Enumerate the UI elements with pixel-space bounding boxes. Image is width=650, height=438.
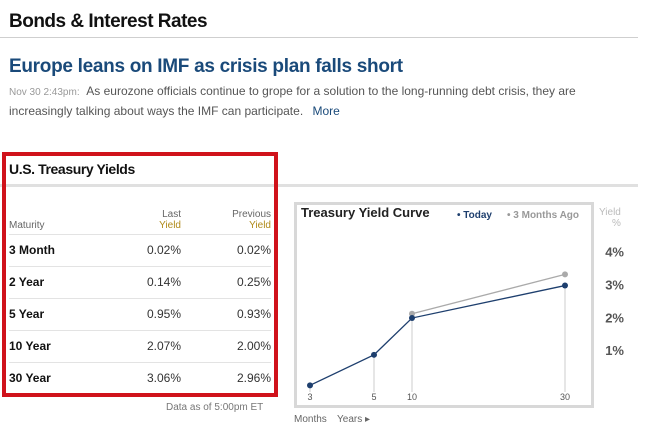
table-row: 30 Year 3.06% 2.96% — [9, 362, 271, 394]
y-axis-label-line2: % — [612, 218, 621, 229]
last-yield-header-line1: Last — [162, 208, 181, 220]
last-yield-cell: 0.95% — [119, 298, 183, 331]
series-line-today — [309, 284, 566, 386]
data-point-today — [562, 282, 568, 289]
last-yield-header-line2: Yield — [159, 219, 181, 231]
more-link[interactable]: More — [312, 104, 340, 118]
y-tick-label: 2% — [605, 310, 624, 325]
maturity-cell: 3 Month — [9, 234, 119, 267]
article-headline-link[interactable]: Europe leans on IMF as crisis plan falls… — [9, 56, 403, 77]
last-yield-cell: 0.14% — [119, 266, 183, 299]
previous-yield-cell: 0.93% — [183, 298, 271, 331]
y-tick-label: 4% — [605, 245, 624, 260]
table-row: 5 Year 0.95% 0.93% — [9, 298, 271, 331]
x-tick-label: 10 — [407, 392, 417, 402]
last-yield-cell: 3.06% — [146, 371, 181, 386]
yields-title: U.S. Treasury Yields — [9, 161, 135, 177]
table-row: 10 Year 2.07% 2.00% — [9, 330, 271, 363]
data-point-today — [307, 382, 313, 389]
y-tick-label: 3% — [605, 278, 624, 293]
article-summary: Nov 30 2:43pm: As eurozone officials con… — [9, 82, 629, 120]
x-tick-label: 30 — [560, 392, 570, 402]
previous-yield-header-line2: Yield — [249, 219, 271, 231]
section-header: Bonds & Interest Rates — [0, 0, 638, 38]
last-yield-cell: 2.07% — [119, 330, 183, 363]
last-yield-cell: 0.02% — [119, 234, 183, 267]
series-line-3-months-ago — [411, 273, 566, 315]
x-unit-years: Years ▸ — [337, 414, 370, 425]
maturity-cell: 10 Year — [9, 330, 119, 363]
last-yield-header: Last Yield — [119, 202, 183, 235]
maturity-cell: 2 Year — [9, 266, 119, 299]
table-row: 3 Month 0.02% 0.02% — [9, 234, 271, 267]
section-divider — [0, 184, 638, 187]
maturity-cell: 30 Year — [9, 371, 51, 386]
previous-yield-cell: 0.25% — [183, 266, 271, 299]
chart-title: Treasury Yield Curve — [301, 205, 430, 220]
maturity-cell: 5 Year — [9, 298, 119, 331]
legend-3-months-ago: • 3 Months Ago — [507, 210, 579, 221]
chart-marks: 3 5 10 30 4% 3% 2% 1% — [307, 245, 624, 402]
maturity-header: Maturity — [9, 202, 119, 235]
previous-yield-cell: 2.96% — [236, 371, 271, 386]
article-summary-text: As eurozone officials continue to grope … — [9, 84, 576, 118]
x-tick-label: 5 — [371, 392, 376, 402]
section-title: Bonds & Interest Rates — [9, 11, 208, 32]
previous-yield-header: Previous Yield — [183, 202, 271, 235]
data-point-3-months-ago — [562, 271, 568, 278]
highlight-box — [2, 152, 278, 397]
previous-yield-cell: 0.02% — [183, 234, 271, 267]
x-unit-months: Months — [294, 414, 327, 425]
y-axis-label-line1: Yield — [599, 207, 621, 218]
y-tick-label: 1% — [605, 343, 624, 358]
chart-frame — [294, 202, 594, 408]
yields-table: Maturity Last Yield Previous Yield 3 Mon… — [9, 202, 271, 394]
data-point-today — [409, 315, 415, 322]
legend-today: • Today — [457, 210, 492, 221]
article-timestamp: Nov 30 2:43pm: — [9, 87, 80, 98]
x-tick-label: 3 — [307, 392, 312, 402]
previous-yield-header-line1: Previous — [232, 208, 271, 220]
data-point-today — [371, 351, 377, 358]
data-timestamp-note: Data as of 5:00pm ET — [166, 402, 264, 413]
previous-yield-cell: 2.00% — [183, 330, 271, 363]
data-point-3-months-ago — [409, 310, 415, 317]
yields-header-row: Maturity Last Yield Previous Yield — [9, 202, 271, 235]
table-row: 2 Year 0.14% 0.25% — [9, 266, 271, 299]
